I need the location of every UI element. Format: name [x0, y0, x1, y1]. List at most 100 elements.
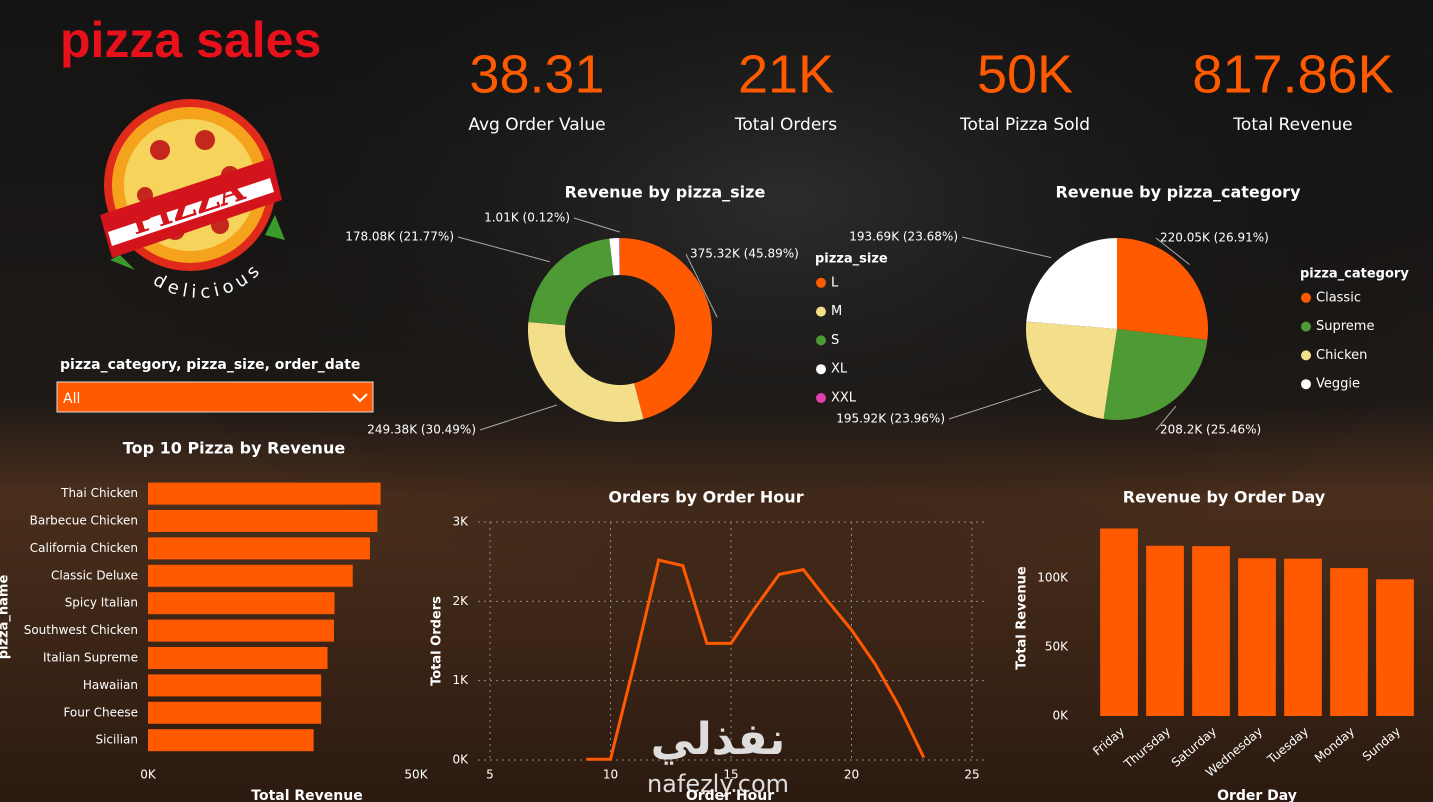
kpi-value: 38.31 [469, 44, 604, 104]
bar [148, 729, 314, 752]
y-tick-label: 2K [452, 594, 469, 608]
value-label: 193.69K (23.68%) [849, 230, 958, 244]
bar [1284, 558, 1322, 716]
legend-label: Chicken [1316, 348, 1367, 363]
chart-title: Revenue by pizza_category [1055, 183, 1301, 202]
bar [148, 701, 322, 724]
legend-swatch [816, 393, 826, 403]
legend-swatch [816, 306, 826, 317]
x-tick-label: 5 [486, 768, 494, 782]
y-tick-label: Classic Deluxe [51, 568, 138, 582]
x-tick-label: 0K [140, 768, 157, 782]
leader-line [457, 236, 550, 263]
slice [1103, 329, 1208, 421]
value-label: 208.2K (25.46%) [1160, 423, 1261, 437]
legend-swatch [1301, 379, 1311, 390]
legend-swatch [1301, 292, 1311, 303]
leader-line [961, 236, 1052, 259]
slice [528, 238, 614, 326]
kpi-label: Total Revenue [1232, 115, 1352, 135]
y-axis-title: pizza_name [0, 575, 12, 660]
y-axis-title: Total Revenue [1015, 566, 1030, 670]
slicer-label: pizza_category, pizza_size, order_date [60, 357, 360, 373]
logo: PIZZA delicious [100, 99, 285, 303]
bar [148, 564, 353, 587]
legend-title: pizza_size [815, 252, 888, 267]
y-tick-label: 50K [1045, 640, 1069, 654]
slice [1026, 238, 1117, 329]
y-tick-label: Thai Chicken [60, 486, 138, 500]
kpi-value: 817.86K [1192, 44, 1393, 104]
kpi-label: Total Pizza Sold [959, 115, 1090, 135]
y-tick-label: Hawaiian [83, 678, 138, 692]
chart-title: Revenue by pizza_size [565, 183, 766, 202]
slice [609, 238, 620, 276]
value-label: 1.01K (0.12%) [484, 211, 570, 225]
x-tick-label: 25 [964, 768, 979, 782]
slice [1117, 238, 1208, 340]
leader-line [948, 388, 1042, 420]
line-series [586, 558, 926, 761]
y-tick-label: 0K [1052, 709, 1069, 723]
chart-title: Top 10 Pizza by Revenue [123, 439, 346, 458]
y-tick-label: Italian Supreme [43, 650, 138, 664]
slice [528, 322, 644, 422]
leader-line [1155, 405, 1177, 431]
bar [1330, 568, 1368, 716]
value-label: 249.38K (30.49%) [367, 423, 476, 437]
y-tick-label: Spicy Italian [65, 596, 138, 610]
slicer-dropdown[interactable] [56, 381, 374, 413]
x-axis-title: Order Hour [686, 788, 774, 802]
kpi-label: Total Orders [734, 115, 837, 135]
y-tick-label: Sicilian [95, 733, 138, 747]
bar [1192, 546, 1230, 716]
bar [148, 537, 370, 560]
value-label: 195.92K (23.96%) [836, 412, 945, 426]
y-tick-label: 0K [452, 753, 469, 767]
y-axis-title: Total Orders [430, 596, 445, 686]
chart-title: Revenue by Order Day [1123, 488, 1326, 507]
x-tick-label: 10 [603, 768, 618, 782]
leader-line [573, 217, 620, 233]
x-tick-label: 50K [404, 768, 428, 782]
y-tick-label: 1K [452, 673, 469, 687]
bar [1376, 579, 1414, 716]
legend-label: Classic [1316, 290, 1361, 305]
bar [148, 674, 322, 697]
legend-swatch [816, 277, 826, 288]
legend-swatch [816, 364, 826, 375]
legend-label: XXL [831, 391, 857, 406]
chart-title: Orders by Order Hour [608, 488, 803, 507]
bar [148, 509, 378, 532]
bar [1146, 545, 1184, 716]
value-label: 375.32K (45.89%) [690, 247, 799, 261]
legend-label: S [831, 333, 839, 348]
y-tick-label: 100K [1037, 571, 1069, 585]
bar [1100, 528, 1138, 716]
legend-swatch [1301, 350, 1311, 361]
slice [619, 238, 620, 276]
y-tick-label: Barbecue Chicken [30, 513, 138, 527]
slicer-value: All [63, 391, 80, 407]
value-label: 178.08K (21.77%) [345, 230, 454, 244]
x-tick-label: 15 [723, 768, 738, 782]
page-title: pizza sales [60, 12, 321, 68]
bar [148, 482, 381, 505]
legend-swatch [1301, 321, 1311, 332]
leader-line [479, 404, 558, 431]
legend-label: M [831, 304, 842, 319]
slicer-chevron[interactable] [352, 393, 368, 403]
watermark-arabic: نفذلي [651, 714, 786, 765]
legend-label: Veggie [1316, 377, 1360, 392]
legend-label: XL [831, 362, 848, 377]
leader-line [685, 253, 718, 318]
x-axis-title: Order Day [1217, 788, 1297, 802]
legend-label: L [831, 275, 839, 290]
bar [148, 646, 328, 669]
bar [148, 619, 334, 642]
kpi-value: 50K [977, 44, 1073, 104]
slice [620, 238, 713, 419]
kpi-value: 21K [738, 44, 834, 104]
bar [1238, 558, 1276, 716]
